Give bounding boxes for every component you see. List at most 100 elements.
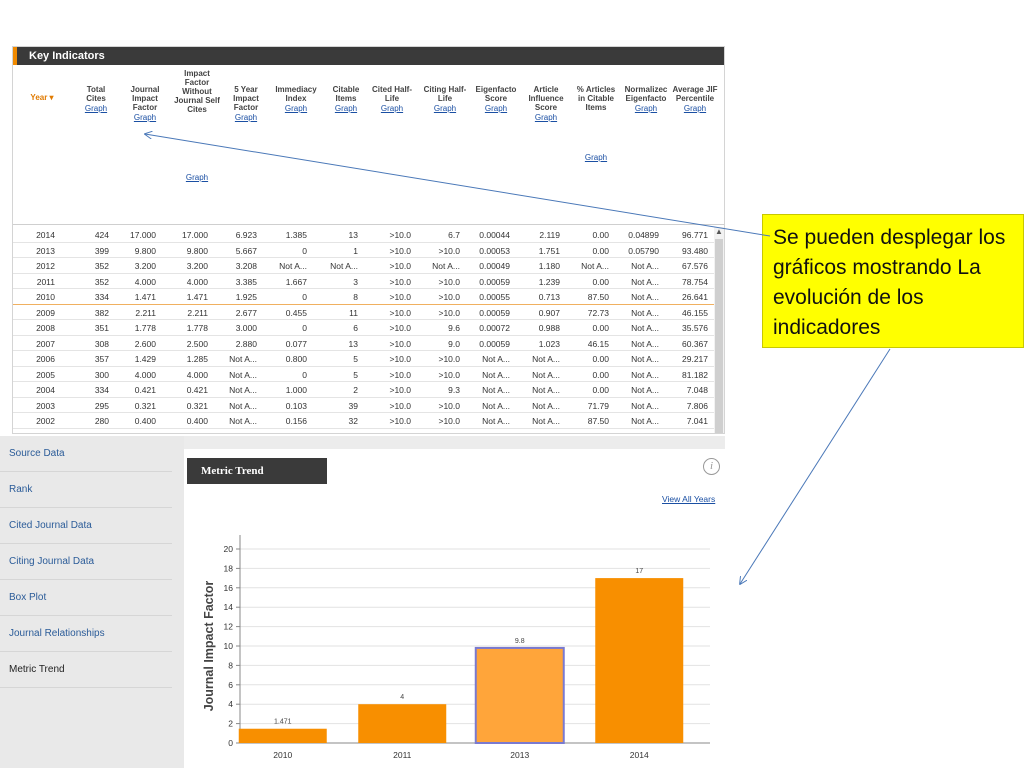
graph-link-avg_jif[interactable]: Graph <box>683 104 707 113</box>
table-row[interactable]: 2014 424 17.000 17.000 6.923 1.385 13 >10.0 6.7 0… <box>13 227 715 243</box>
sidebar-item-source-data[interactable]: Source Data <box>0 436 172 472</box>
y-tick-label: 16 <box>224 583 234 593</box>
table-row[interactable]: 2006 357 1.429 1.285 Not A... 0.800 5 >10.0 >10.… <box>13 351 715 367</box>
table-cell: 3.385 <box>235 276 257 287</box>
graph-link-norm_eigen[interactable]: Graph <box>634 104 658 113</box>
table-cell: 17.000 <box>182 230 208 240</box>
table-cell: 7.041 <box>686 416 708 426</box>
table-cell: 1.285 <box>186 354 208 364</box>
sidebar-item-cited-journal-data[interactable]: Cited Journal Data <box>0 508 172 544</box>
graph-link-total[interactable]: Graph <box>84 104 108 113</box>
graph-link-citable[interactable]: Graph <box>334 104 358 113</box>
sidebar-item-metric-trend[interactable]: Metric Trend <box>0 652 172 688</box>
table-row[interactable]: 2007 308 2.600 2.500 2.880 0.077 13 >10.0 9.0 0.0… <box>13 336 715 351</box>
column-header-citing_hl: Citing Half-Life Graph <box>423 85 467 113</box>
table-row[interactable]: 2013 399 9.800 9.800 5.667 0 1 >10.0 >10.0 0.0005… <box>13 243 715 258</box>
table-cell: 0.00072 <box>479 323 510 333</box>
table-cell: 26.641 <box>682 292 708 302</box>
table-cell: 0.077 <box>285 338 307 349</box>
table-cell: 3.200 <box>186 261 208 271</box>
table-cell: 1.180 <box>538 261 560 271</box>
table-row[interactable]: 2009 382 2.211 2.211 2.677 0.455 11 >10.0 >10.0 0… <box>13 305 715 320</box>
column-header-jif_noself: Impact Factor Without Journal Self Cites <box>174 69 220 114</box>
table-cell: 2014 <box>36 230 55 240</box>
view-all-years-link[interactable]: View All Years <box>662 494 716 504</box>
table-cell: 67.576 <box>682 261 708 271</box>
scrollbar-thumb[interactable] <box>715 239 723 433</box>
table-cell: 9.800 <box>134 245 156 256</box>
table-cell: 0.321 <box>186 400 208 411</box>
table-cell: 1.751 <box>538 245 560 256</box>
y-tick-label: 14 <box>224 602 234 612</box>
graph-link-citing_hl[interactable]: Graph <box>433 104 457 113</box>
sidebar-item-journal-relationships[interactable]: Journal Relationships <box>0 616 172 652</box>
table-cell: 0.05790 <box>628 245 659 256</box>
table-scrollbar[interactable]: ▲ ▼ <box>714 227 724 433</box>
y-tick-label: 6 <box>228 680 233 690</box>
table-cell: 2.211 <box>187 307 208 318</box>
table-cell: 1.000 <box>285 385 307 395</box>
table-cell: 2013 <box>36 245 55 256</box>
graph-link-cited_hl[interactable]: Graph <box>380 104 404 113</box>
graph-link-eigen[interactable]: Graph <box>484 104 508 113</box>
table-cell: 0.00 <box>592 354 609 364</box>
table-cell: Not A... <box>482 400 510 411</box>
table-cell: 0.455 <box>285 307 307 318</box>
graph-link-pct-lower[interactable]: Graph <box>584 153 608 162</box>
column-header-year[interactable]: Year ▾ <box>23 93 61 102</box>
table-cell: 0 <box>302 323 307 333</box>
table-cell: >10.0 <box>389 307 411 318</box>
info-icon[interactable]: i <box>703 458 720 475</box>
graph-link-immediacy[interactable]: Graph <box>284 104 308 113</box>
table-cell: 9.3 <box>448 385 460 395</box>
table-cell: 1.023 <box>538 338 560 349</box>
table-cell: 4.000 <box>134 276 156 287</box>
table-cell: Not A... <box>432 261 460 271</box>
table-cell: 87.50 <box>587 416 609 426</box>
table-cell: 352 <box>94 261 109 271</box>
table-cell: 5 <box>353 369 358 380</box>
table-cell: 87.50 <box>587 292 609 302</box>
table-row[interactable]: 2003 295 0.321 0.321 Not A... 0.103 39 >10.0 >10… <box>13 398 715 413</box>
table-cell: 81.182 <box>682 369 708 380</box>
column-label: 5 Year Impact Factor <box>233 85 259 112</box>
table-row[interactable]: 2005 300 4.000 4.000 Not A... 0 5 >10.0 >10.0 Not… <box>13 367 715 382</box>
table-cell: Not A... <box>482 369 510 380</box>
table-cell: 8 <box>353 292 358 302</box>
column-label: Journal Impact Factor <box>130 85 160 112</box>
table-cell: >10.0 <box>438 307 460 318</box>
table-cell: Not A... <box>229 432 257 434</box>
table-cell: Not A... <box>229 354 257 364</box>
callout-box: Se pueden desplegar los gráficos mostran… <box>762 214 1024 348</box>
table-row[interactable]: 2004 334 0.421 0.421 Not A... 1.000 2 >10.0 9.3 N… <box>13 382 715 398</box>
table-row[interactable]: 2001 301 0.588 0.529 Not A... 0.083 24 >10.0 >10… <box>13 429 715 434</box>
scroll-up-icon[interactable]: ▲ <box>715 227 723 236</box>
column-label: Citing Half-Life <box>423 85 467 103</box>
table-cell: 2011 <box>36 276 55 287</box>
graph-link-jif_noself[interactable]: Graph <box>185 173 209 182</box>
table-cell: 0.083 <box>286 432 307 434</box>
table-cell: >10.0 <box>389 245 411 256</box>
metric-trend-tab[interactable]: Metric Trend <box>187 458 327 484</box>
table-cell: >10.0 <box>438 416 460 426</box>
graph-link-five_year[interactable]: Graph <box>234 113 258 122</box>
sidebar-item-rank[interactable]: Rank <box>0 472 172 508</box>
sidebar-item-citing-journal-data[interactable]: Citing Journal Data <box>0 544 172 580</box>
table-row[interactable]: 2010 334 1.471 1.471 1.925 0 8 >10.0 >10.0 0.0005… <box>13 289 715 305</box>
table-cell: 2006 <box>36 354 55 364</box>
table-row[interactable]: 2012 352 3.200 3.200 3.208 Not A... Not A... >1… <box>13 258 715 274</box>
table-cell: 0 <box>302 369 307 380</box>
table-row[interactable]: 2011 352 4.000 4.000 3.385 1.667 3 >10.0 >10.0 0.… <box>13 274 715 289</box>
table-cell: Not A... <box>532 416 560 426</box>
table-cell: >10.0 <box>389 369 411 380</box>
table-cell: Not A... <box>631 323 659 333</box>
table-row[interactable]: 2002 280 0.400 0.400 Not A... 0.156 32 >10.0 >10… <box>13 413 715 429</box>
x-tick-label: 2014 <box>630 750 649 760</box>
graph-link-ais[interactable]: Graph <box>534 113 558 122</box>
table-row[interactable]: 2008 351 1.778 1.778 3.000 0 6 >10.0 9.6 0.00072 0… <box>13 320 715 336</box>
graph-link-jif[interactable]: Graph <box>133 113 157 122</box>
table-cell: 2.880 <box>235 338 257 349</box>
table-cell: 72.73 <box>587 307 609 318</box>
table-cell: Not A... <box>330 261 358 271</box>
sidebar-item-box-plot[interactable]: Box Plot <box>0 580 172 616</box>
